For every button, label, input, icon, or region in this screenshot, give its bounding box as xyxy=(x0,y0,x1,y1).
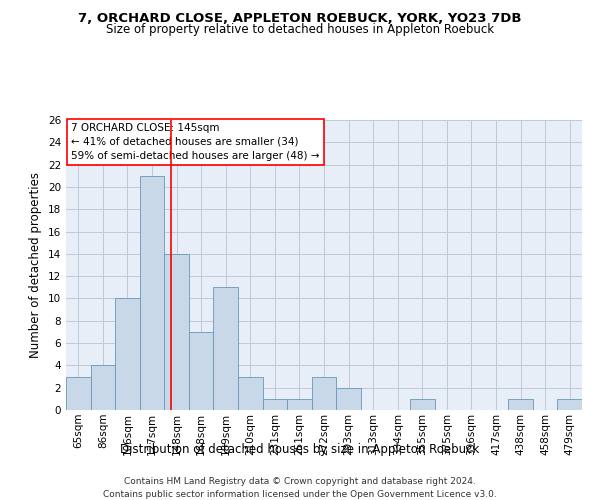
Bar xyxy=(238,376,263,410)
Bar xyxy=(508,399,533,410)
Bar xyxy=(312,376,336,410)
Text: 7, ORCHARD CLOSE, APPLETON ROEBUCK, YORK, YO23 7DB: 7, ORCHARD CLOSE, APPLETON ROEBUCK, YORK… xyxy=(78,12,522,26)
Text: Size of property relative to detached houses in Appleton Roebuck: Size of property relative to detached ho… xyxy=(106,22,494,36)
Bar xyxy=(410,399,434,410)
Bar xyxy=(214,288,238,410)
Bar xyxy=(189,332,214,410)
Bar xyxy=(287,399,312,410)
Bar xyxy=(164,254,189,410)
Bar xyxy=(66,376,91,410)
Bar xyxy=(140,176,164,410)
Y-axis label: Number of detached properties: Number of detached properties xyxy=(29,172,43,358)
Bar xyxy=(91,366,115,410)
Bar xyxy=(115,298,140,410)
Text: Distribution of detached houses by size in Appleton Roebuck: Distribution of detached houses by size … xyxy=(121,442,479,456)
Text: Contains public sector information licensed under the Open Government Licence v3: Contains public sector information licen… xyxy=(103,490,497,499)
Text: 7 ORCHARD CLOSE: 145sqm
← 41% of detached houses are smaller (34)
59% of semi-de: 7 ORCHARD CLOSE: 145sqm ← 41% of detache… xyxy=(71,123,320,161)
Bar xyxy=(336,388,361,410)
Bar xyxy=(557,399,582,410)
Text: Contains HM Land Registry data © Crown copyright and database right 2024.: Contains HM Land Registry data © Crown c… xyxy=(124,478,476,486)
Bar xyxy=(263,399,287,410)
